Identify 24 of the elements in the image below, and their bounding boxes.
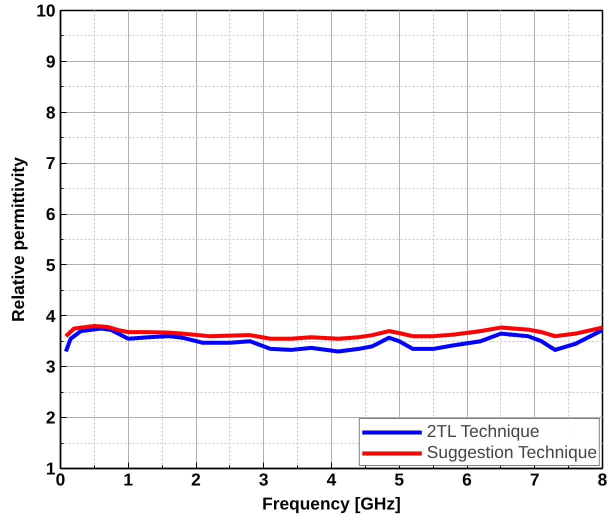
x-tick-label: 6 [462, 470, 472, 490]
x-tick-label: 8 [598, 470, 608, 490]
y-axis-title: Relative permittivity [8, 156, 28, 322]
y-tick-label: 7 [46, 153, 56, 174]
x-axis-title: Frequency [GHz] [262, 494, 401, 514]
y-tick-label: 6 [46, 204, 56, 224]
x-tick-label: 2 [191, 470, 201, 490]
y-tick-label: 10 [36, 0, 56, 20]
x-tick-label: 3 [258, 470, 269, 490]
y-tick-label: 5 [46, 254, 56, 275]
line-series [64, 326, 602, 354]
x-tick-label: 4 [326, 470, 337, 490]
line-series [64, 324, 602, 341]
x-tick-label: 5 [394, 470, 404, 490]
y-tick-label: 4 [46, 306, 56, 326]
y-tick-label: 8 [46, 102, 56, 122]
x-tick-label: 7 [530, 470, 540, 490]
legend-label: Suggestion Technique [426, 442, 597, 463]
y-tick-label: 3 [46, 356, 56, 377]
y-tick-label: 9 [46, 51, 56, 72]
x-tick-label: 1 [123, 470, 134, 490]
x-tick-label: 0 [56, 470, 66, 490]
y-tick-label: 2 [46, 408, 56, 428]
legend-label: 2TL Technique [426, 421, 540, 442]
